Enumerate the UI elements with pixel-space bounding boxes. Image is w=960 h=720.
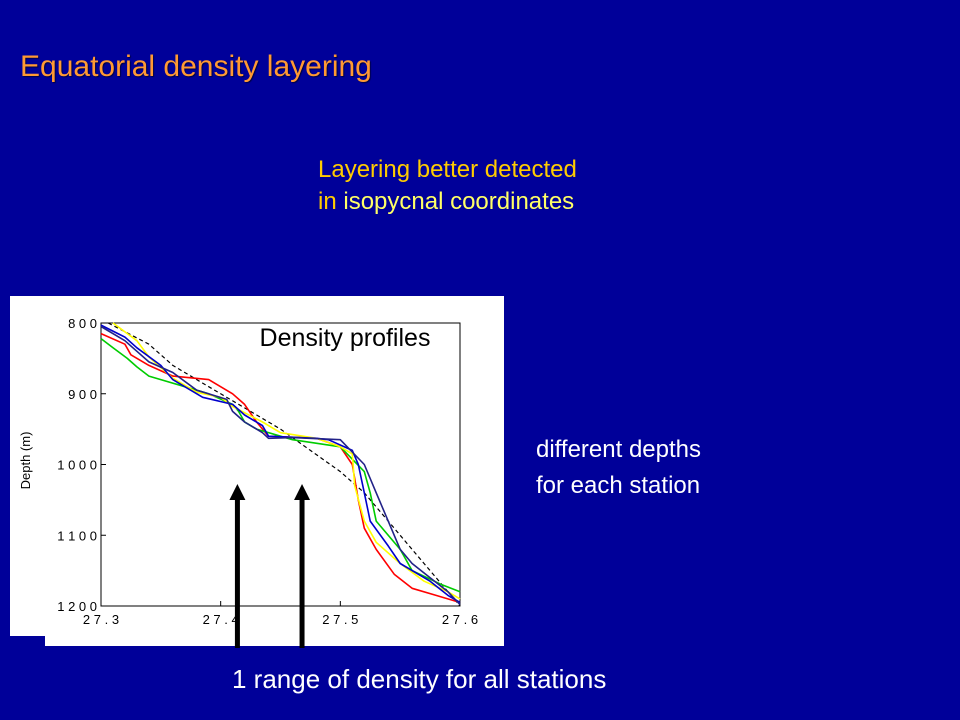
density-profile-line-6 (100, 325, 461, 606)
density-profiles-chart: 2 7 . 3 2 7 . 4 2 7 . 5 2 7 . 6 8 0 0 9 0 0 1 … (10, 296, 504, 646)
x-tick-label: 2 7 . 5 (322, 612, 358, 627)
density-profile-line-1 (107, 322, 461, 607)
y-tick-label: 8 0 0 (68, 316, 97, 331)
isopycnal-note-line1: Layering better detected (318, 156, 577, 183)
depths-note-line2: for each station (536, 472, 701, 499)
density-profile-line-2 (100, 332, 461, 604)
slide-title: Equatorial density layering (20, 50, 372, 83)
isopycnal-note-strong: isopycnal coordinates (343, 188, 575, 215)
depths-note-line1: different depths (536, 436, 702, 463)
chart-svg: 2 7 . 3 2 7 . 4 2 7 . 5 2 7 . 6 8 0 0 9 0 0 1 … (10, 316, 478, 646)
density-range-note: 1 range of density for all stations (232, 664, 607, 694)
isopycnal-note-prefix: in (318, 188, 344, 215)
plot-frame (100, 322, 461, 607)
y-axis-label: Depth (m) (18, 432, 33, 490)
y-tick-label: 1 2 0 0 (57, 599, 97, 614)
density-profile-line-3 (100, 337, 461, 593)
isopycnal-note: Layering better detected in isopycnal co… (318, 154, 577, 218)
y-tick-label: 1 0 0 0 (57, 458, 97, 473)
x-tick-label: 2 7 . 6 (442, 612, 478, 627)
depths-note: different depths for each station (536, 432, 701, 504)
chart-corner-notch (10, 636, 45, 646)
y-tick-label: 1 1 0 0 (57, 528, 97, 543)
x-tick-label: 2 7 . 4 (203, 612, 239, 627)
chart-title: Density profiles (260, 324, 431, 352)
isopycnal-note-line2: in isopycnal coordinates (318, 186, 577, 218)
x-tick-label: 2 7 . 3 (83, 612, 119, 627)
y-tick-label: 9 0 0 (68, 387, 97, 402)
